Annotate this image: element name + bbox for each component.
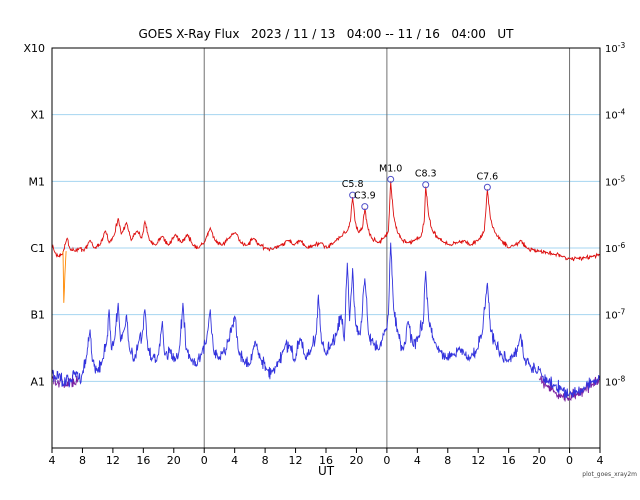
flare-label: C3.9 — [354, 191, 376, 202]
flare-marker-M1.0: M1.0 — [379, 163, 402, 183]
x-tick-label: 4 — [49, 454, 56, 467]
y-axis-left-labels: X10 X1 M1 C1 B1 A1 — [23, 42, 45, 388]
y-axis-right-labels: 10-3 10-4 10-5 10-6 10-7 10-8 — [605, 41, 625, 388]
x-tick-label: 8 — [262, 454, 269, 467]
series-xray-short-secondary-start — [51, 374, 79, 388]
x-tick-label: 0 — [566, 454, 573, 467]
x-tick-label: 16 — [136, 454, 150, 467]
x-tick-label: 8 — [79, 454, 86, 467]
watermark: plot_goes_xray2m — [582, 471, 637, 478]
x-tick-label: 12 — [289, 454, 303, 467]
y-left-label: C1 — [30, 242, 45, 255]
y-right-label: 10-3 — [605, 41, 625, 55]
x-axis-label: UT — [317, 464, 335, 478]
y-left-label: B1 — [30, 309, 45, 322]
y-right-label: 10-7 — [605, 308, 625, 322]
flare-peak-circle — [349, 191, 357, 199]
flare-marker-C3.9: C3.9 — [354, 191, 376, 211]
x-tick-label: 16 — [502, 454, 516, 467]
x-tick-label: 4 — [231, 454, 238, 467]
x-tick-label: 12 — [471, 454, 485, 467]
y-left-label: M1 — [29, 175, 46, 188]
y-left-label: X1 — [30, 109, 45, 122]
x-tick-label: 20 — [349, 454, 363, 467]
flare-label: C5.8 — [342, 179, 364, 190]
y-right-label: 10-5 — [605, 174, 625, 188]
flare-marker-C5.8: C5.8 — [342, 179, 364, 199]
x-tick-label: 4 — [597, 454, 604, 467]
series-xray-long-glitch — [62, 251, 67, 303]
flare-marker-C8.3: C8.3 — [415, 169, 437, 189]
y-right-label: 10-8 — [605, 374, 625, 388]
x-tick-label: 4 — [414, 454, 421, 467]
x-tick-label: 8 — [444, 454, 451, 467]
chart-title: GOES X-Ray Flux 2023 / 11 / 13 04:00 -- … — [138, 27, 514, 41]
flare-label: C7.6 — [476, 171, 498, 182]
flare-peak-circle — [387, 175, 395, 183]
series-xray-long-1-8A — [51, 181, 601, 262]
flare-peak-circle — [422, 181, 430, 189]
x-tick-label: 0 — [383, 454, 390, 467]
x-tick-label: 12 — [106, 454, 120, 467]
series-lines — [51, 181, 601, 402]
y-right-label: 10-6 — [605, 241, 625, 255]
flare-peak-circle — [361, 203, 369, 211]
x-tick-label: 20 — [532, 454, 546, 467]
x-axis-ticks: 4 8 12 16 20 0 4 8 12 16 20 0 4 8 12 16 20 0 4 — [49, 448, 604, 467]
flare-peak-circle — [483, 183, 491, 191]
flare-label: M1.0 — [379, 163, 402, 174]
day-boundary-lines — [203, 48, 571, 448]
x-tick-label: 20 — [167, 454, 181, 467]
y-gridlines — [52, 114, 600, 382]
x-tick-label: 0 — [201, 454, 208, 467]
y-left-label: X10 — [23, 42, 45, 55]
y-left-label: A1 — [30, 375, 45, 388]
x-tick-label: 16 — [319, 454, 333, 467]
series-xray-short-0.5-4A — [51, 242, 601, 399]
flare-label: C8.3 — [415, 169, 437, 180]
flare-marker-C7.6: C7.6 — [476, 171, 498, 191]
y-right-label: 10-4 — [605, 108, 625, 122]
flare-annotations: C5.8C3.9 M1.0 C8.3 C7.6 — [342, 163, 498, 211]
